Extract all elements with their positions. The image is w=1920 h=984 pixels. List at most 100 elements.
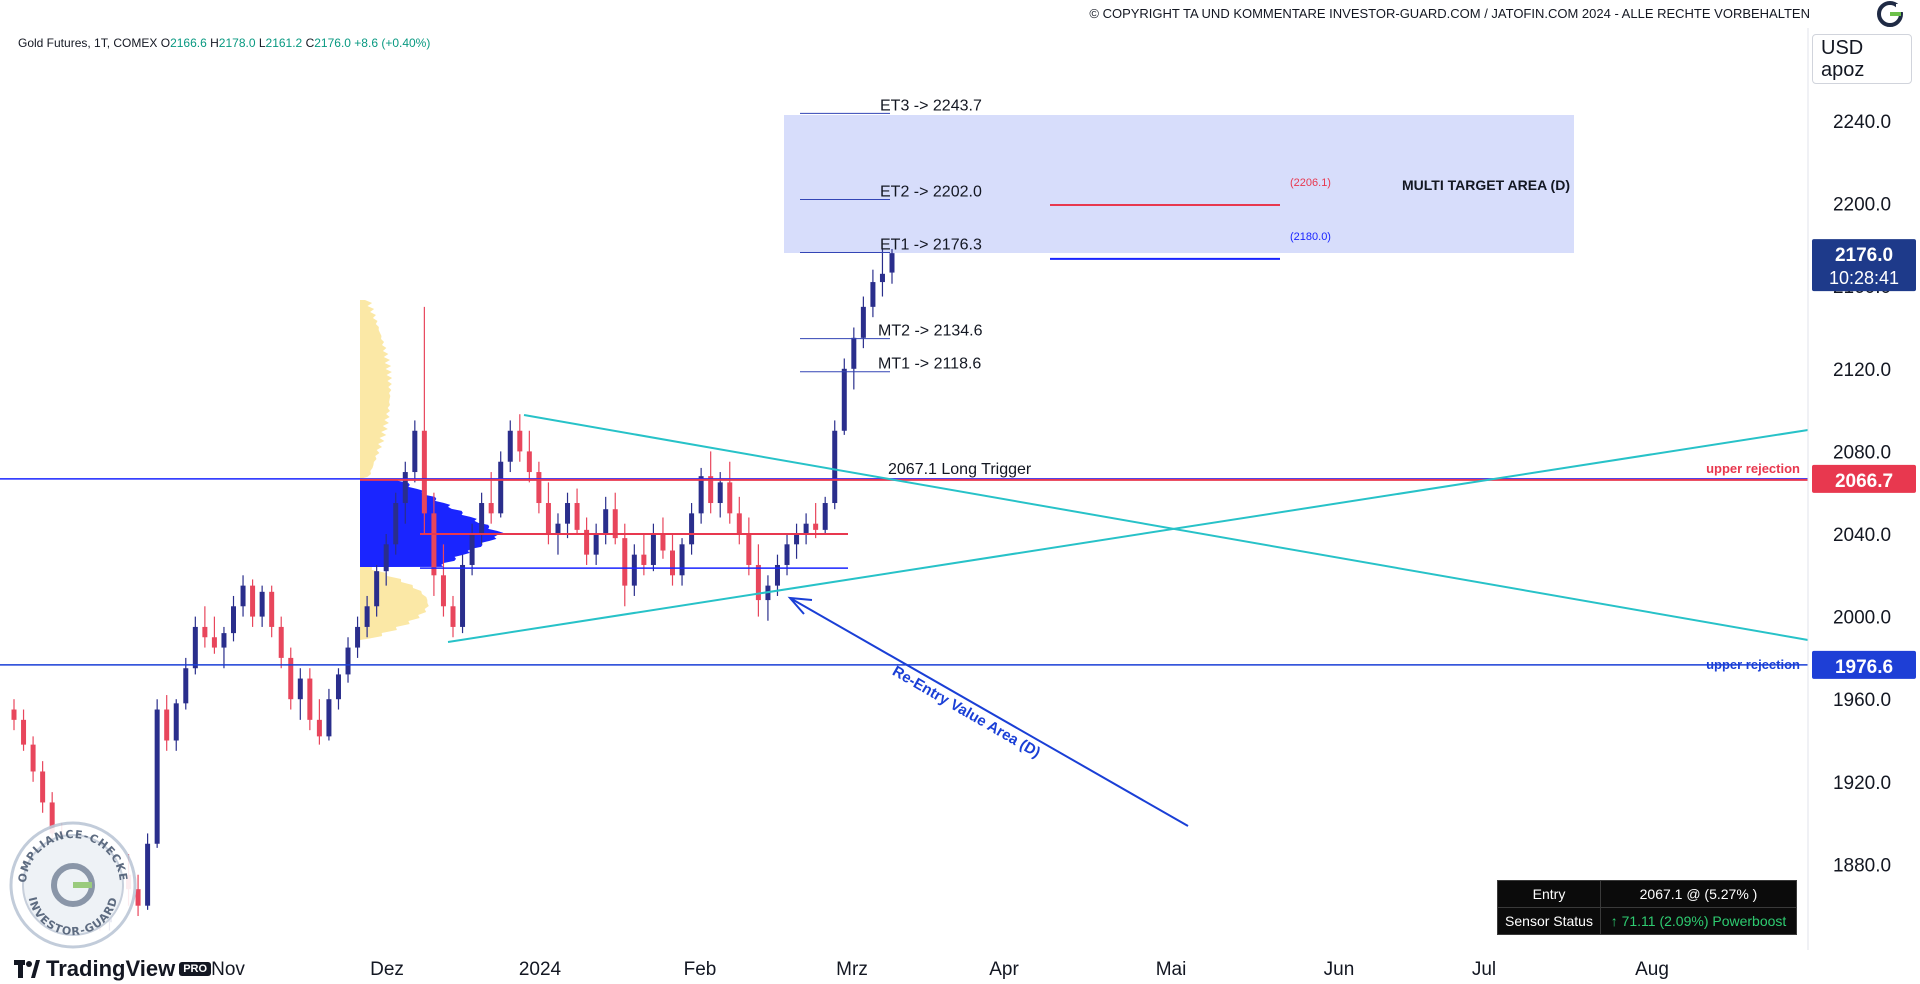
open-label: O xyxy=(160,36,171,50)
time-axis[interactable]: Nov Dez 2024 Feb Mrz Apr Mai Jun Jul Aug xyxy=(211,959,1669,980)
candle-body xyxy=(383,544,389,572)
currency-unit: USD xyxy=(1821,37,1864,59)
mt2-label: MT2 -> 2134.6 xyxy=(878,323,983,340)
candle-body xyxy=(832,430,838,504)
x-tick-label: Mrz xyxy=(836,959,868,980)
y-tick-label: 2040.0 xyxy=(1833,525,1891,546)
candle-body xyxy=(164,709,170,741)
candle-body xyxy=(421,430,427,514)
candle-body xyxy=(822,503,828,530)
candle-body xyxy=(755,564,761,601)
price-badge-value: 2176.0 xyxy=(1835,245,1893,266)
price-badges: 2176.010:28:41 2066.7 1976.6 xyxy=(1812,239,1916,679)
target-2206-label: (2206.1) xyxy=(1290,177,1331,189)
descending-trendline xyxy=(523,414,1809,641)
candle-body xyxy=(49,802,55,834)
x-tick-label: Nov xyxy=(211,959,245,980)
candle-body xyxy=(803,523,809,534)
candle-body xyxy=(851,337,857,369)
ascending-trendline xyxy=(447,429,1809,643)
candle-body xyxy=(40,771,46,803)
candle-body xyxy=(202,626,208,638)
high-label: H xyxy=(210,36,219,50)
candle-body xyxy=(469,534,475,565)
candle-body xyxy=(746,534,752,565)
price-axis[interactable]: 1880.0 1920.0 1960.0 2000.0 2040.0 2080.0 2120… xyxy=(1833,112,1891,876)
table-row: Sensor Status ↑ 71.11 (2.09%) Powerboost xyxy=(1497,907,1797,935)
candle-body xyxy=(498,461,504,514)
price-badge-timer: 10:28:41 xyxy=(1829,268,1899,288)
candle-body xyxy=(240,585,246,607)
candle-body xyxy=(460,564,466,627)
candle-body xyxy=(297,678,303,700)
candle-body xyxy=(259,591,265,617)
candle-body xyxy=(584,529,590,555)
candle-body xyxy=(794,534,800,545)
candle-body xyxy=(889,253,895,273)
candle-body xyxy=(326,699,332,737)
multi-target-area-label: MULTI TARGET AREA (D) xyxy=(1402,177,1570,193)
candle-body xyxy=(145,843,151,906)
candle-body xyxy=(631,554,637,586)
candle-body xyxy=(813,523,819,530)
candle-body xyxy=(698,476,704,514)
x-tick-label: Dez xyxy=(370,959,404,980)
candle-body xyxy=(774,564,780,586)
price-badge xyxy=(1812,464,1916,493)
table-row: Entry 2067.1 @ (5.27% ) xyxy=(1497,880,1797,908)
candle-body xyxy=(650,534,656,565)
entry-key: Entry xyxy=(1497,880,1601,908)
candle-body xyxy=(879,273,885,283)
candle-body xyxy=(641,554,647,565)
candle-body xyxy=(660,534,666,551)
candle-body xyxy=(841,368,847,431)
candle-body xyxy=(278,626,284,658)
close-value: 2176.0 xyxy=(314,36,351,50)
long-trigger-label: 2067.1 Long Trigger xyxy=(888,461,1032,478)
volume-profile-upper xyxy=(360,300,393,479)
candle-body xyxy=(536,472,542,504)
x-tick-label: 2024 xyxy=(519,959,562,980)
candle-body xyxy=(345,647,351,675)
symbol-name: Gold Futures, 1T, COMEX xyxy=(18,36,158,50)
y-tick-label: 1880.0 xyxy=(1833,855,1891,876)
candle-body xyxy=(526,451,532,473)
y-tick-label: 1920.0 xyxy=(1833,773,1891,794)
sensor-value: ↑ 71.11 (2.09%) Powerboost xyxy=(1600,907,1797,935)
price-badge xyxy=(1812,239,1916,292)
candle-body xyxy=(269,591,275,627)
candle-body xyxy=(288,657,294,700)
overlay-lines xyxy=(0,112,1809,827)
candle-body xyxy=(603,509,609,534)
candle-body xyxy=(30,744,36,772)
entry-value: 2067.1 @ (5.27% ) xyxy=(1600,880,1797,908)
y-tick-label: 2120.0 xyxy=(1833,360,1891,381)
x-tick-label: Jul xyxy=(1472,959,1496,980)
candle-body xyxy=(355,626,361,648)
x-tick-label: Aug xyxy=(1635,959,1669,980)
price-badge-value: 2066.7 xyxy=(1835,471,1893,492)
candle-body xyxy=(221,633,227,648)
tradingview-logo[interactable]: TradingView PRO xyxy=(14,956,212,982)
candle-body xyxy=(393,503,399,545)
x-tick-label: Jun xyxy=(1324,959,1355,980)
y-tick-label: 1960.0 xyxy=(1833,690,1891,711)
price-badge xyxy=(1812,650,1916,679)
candle-body xyxy=(135,889,141,906)
symbol-legend[interactable]: Gold Futures, 1T, COMEX O2166.6 H2178.0 … xyxy=(18,36,430,50)
candle-body xyxy=(555,523,561,534)
candle-body xyxy=(517,430,523,452)
candle-body xyxy=(402,472,408,504)
currency-selector[interactable]: USD apoz xyxy=(1812,34,1912,84)
tradingview-wordmark: TradingView xyxy=(46,956,176,981)
candle-body xyxy=(374,571,380,607)
low-label: L xyxy=(258,36,266,50)
candle-body xyxy=(870,282,876,307)
upper-rejection-label-blue: upper rejection xyxy=(1706,657,1800,672)
y-tick-label: 2000.0 xyxy=(1833,608,1891,629)
pro-badge: PRO xyxy=(179,962,212,976)
candle-body xyxy=(335,674,341,700)
candle-body xyxy=(689,513,695,545)
